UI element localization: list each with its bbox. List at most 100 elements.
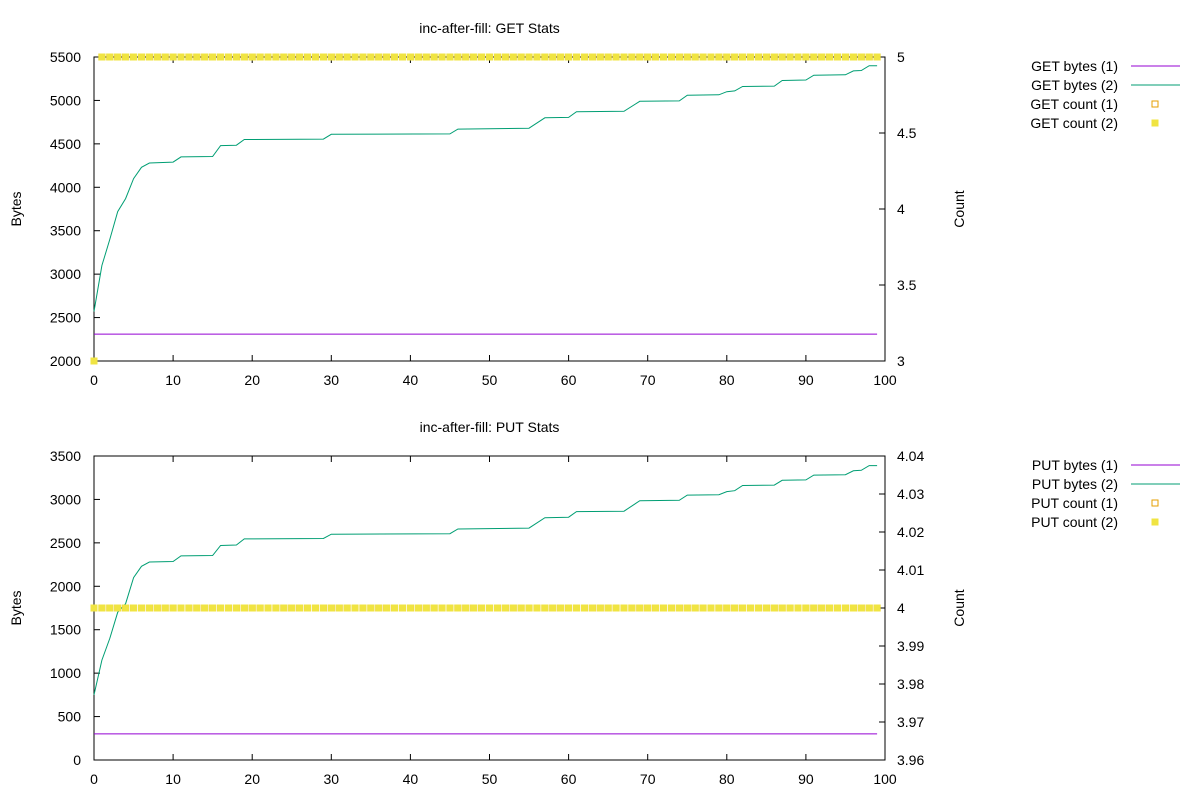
data-point	[248, 604, 256, 612]
y-axis-label: Bytes	[8, 191, 24, 226]
data-point	[731, 604, 739, 612]
data-point	[137, 53, 145, 61]
data-point	[493, 53, 501, 61]
data-point	[501, 604, 509, 612]
data-point	[525, 53, 533, 61]
data-point	[533, 604, 541, 612]
y2-axis-label: Count	[951, 190, 967, 227]
data-point	[311, 53, 319, 61]
y2-tick-label: 5	[897, 49, 905, 65]
x-tick-label: 70	[640, 372, 656, 388]
x-tick-label: 10	[165, 372, 181, 388]
data-point	[533, 53, 541, 61]
data-point	[438, 604, 446, 612]
data-point	[604, 53, 612, 61]
legend-swatch	[1151, 518, 1159, 526]
data-point	[185, 604, 193, 612]
x-tick-label: 20	[244, 372, 260, 388]
data-point	[398, 604, 406, 612]
x-tick-label: 40	[403, 372, 419, 388]
data-point	[715, 53, 723, 61]
y2-tick-label: 3.5	[897, 277, 917, 293]
data-point	[612, 53, 620, 61]
data-point	[731, 53, 739, 61]
data-point	[652, 53, 660, 61]
data-point	[802, 53, 810, 61]
x-tick-label: 90	[798, 771, 814, 787]
data-point	[509, 604, 517, 612]
data-point	[256, 604, 264, 612]
data-point	[327, 53, 335, 61]
data-point	[122, 53, 130, 61]
legend-label: PUT bytes (1)	[1032, 457, 1118, 473]
data-point	[644, 53, 652, 61]
data-point	[486, 53, 493, 61]
data-point	[201, 604, 209, 612]
data-point	[304, 53, 312, 61]
x-tick-label: 50	[482, 372, 498, 388]
data-point	[145, 53, 153, 61]
data-point	[549, 53, 557, 61]
data-point	[398, 53, 406, 61]
y-tick-label: 2500	[50, 535, 81, 551]
data-point	[841, 53, 849, 61]
y-tick-label: 1000	[50, 665, 81, 681]
data-point	[240, 604, 248, 612]
x-tick-label: 90	[798, 372, 814, 388]
data-point	[691, 604, 699, 612]
y-tick-label: 5500	[50, 49, 81, 65]
x-tick-label: 0	[90, 771, 98, 787]
series-line	[93, 65, 878, 312]
data-point	[667, 53, 675, 61]
data-point	[588, 604, 596, 612]
data-point	[90, 357, 98, 365]
data-point	[422, 604, 430, 612]
y-tick-label: 2000	[50, 353, 81, 369]
legend-swatch	[1151, 499, 1159, 507]
y-tick-label: 3500	[50, 448, 81, 464]
data-point	[834, 604, 842, 612]
data-point	[414, 53, 422, 61]
data-point	[264, 53, 272, 61]
series-put-bytes-2	[93, 465, 878, 696]
data-point	[517, 53, 525, 61]
data-point	[185, 53, 193, 61]
data-point	[715, 604, 723, 612]
x-tick-label: 40	[403, 771, 419, 787]
data-point	[612, 604, 620, 612]
data-point	[699, 604, 707, 612]
y-tick-label: 1500	[50, 622, 81, 638]
data-point	[778, 604, 786, 612]
x-tick-label: 30	[324, 372, 340, 388]
data-point	[675, 53, 683, 61]
data-point	[114, 53, 122, 61]
data-point	[375, 604, 383, 612]
data-point	[367, 604, 375, 612]
data-point	[446, 604, 454, 612]
data-point	[114, 604, 122, 612]
y2-tick-label: 4.04	[897, 448, 924, 464]
data-point	[857, 604, 865, 612]
data-point	[209, 604, 217, 612]
data-point	[430, 53, 438, 61]
data-point	[161, 53, 169, 61]
data-point	[478, 53, 486, 61]
data-point	[335, 53, 343, 61]
data-point	[834, 53, 842, 61]
data-point	[849, 53, 857, 61]
chart-put: inc-after-fill: PUT Stats Bytes Count 0 10 20…	[8, 419, 1180, 787]
data-point	[217, 53, 225, 61]
data-point	[335, 604, 343, 612]
data-point	[636, 604, 644, 612]
y-axis-label: Bytes	[8, 590, 24, 625]
data-point	[359, 604, 367, 612]
data-point	[224, 604, 232, 612]
data-point	[818, 53, 826, 61]
y2-tick-label: 3.98	[897, 676, 924, 692]
legend-label: GET count (1)	[1030, 96, 1118, 112]
data-point	[541, 604, 549, 612]
x-tick-label: 60	[561, 372, 577, 388]
data-point	[818, 604, 826, 612]
data-point	[786, 604, 794, 612]
data-point	[857, 53, 865, 61]
